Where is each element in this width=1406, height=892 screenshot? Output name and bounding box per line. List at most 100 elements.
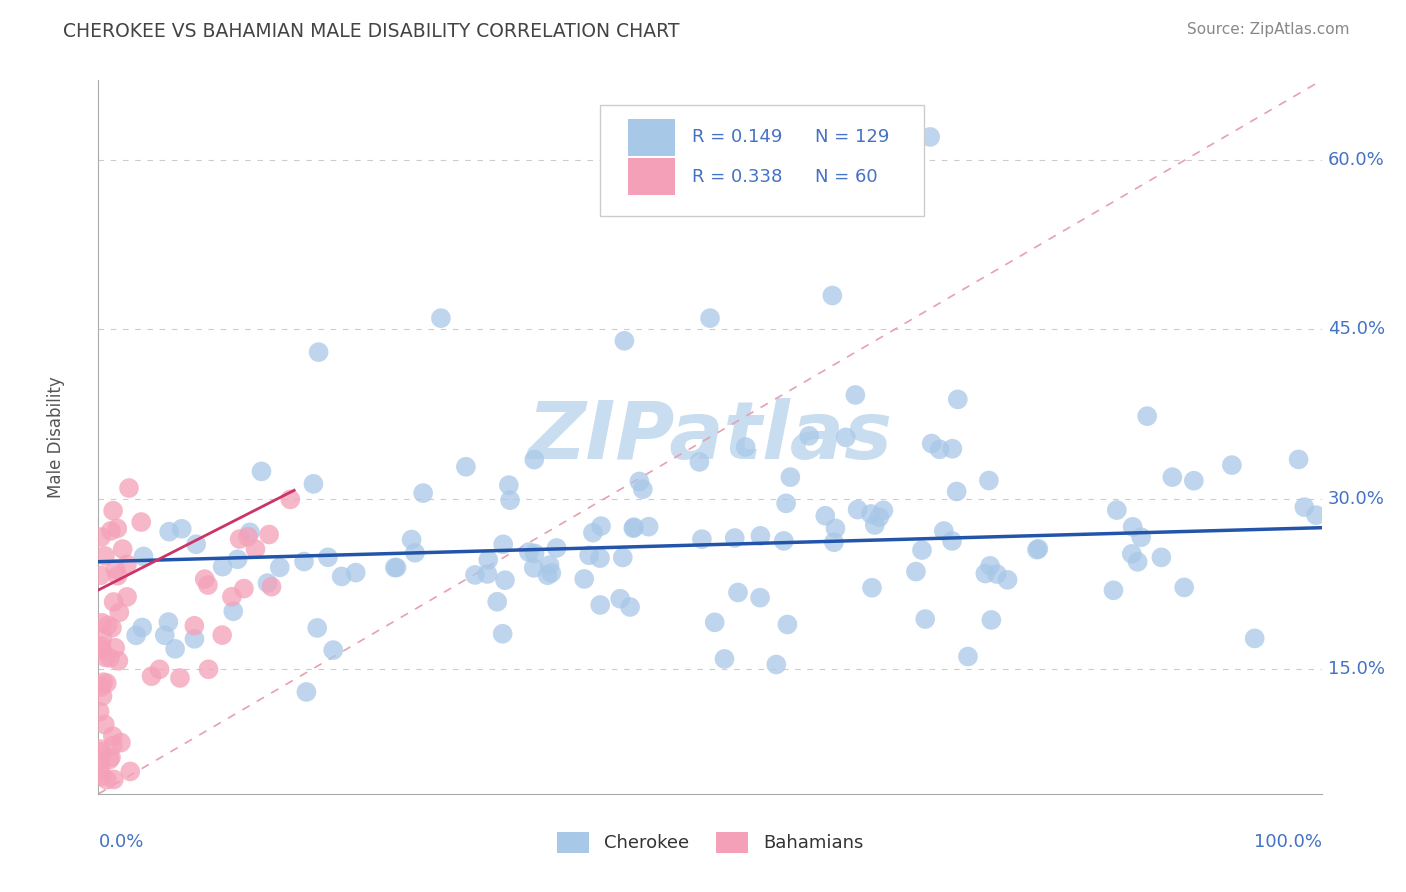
Point — [911, 543, 934, 558]
Point — [100, 524, 122, 538]
Point — [546, 541, 568, 555]
Point — [863, 518, 886, 533]
Point — [132, 549, 155, 564]
Point — [157, 524, 180, 539]
Point — [1150, 550, 1173, 565]
Point — [98, 651, 121, 665]
Point — [90, 680, 112, 694]
Point — [197, 662, 219, 676]
Bar — [628, 158, 675, 195]
Point — [96, 676, 118, 690]
Point — [974, 566, 997, 581]
Point — [977, 474, 1000, 488]
Point — [118, 481, 141, 495]
Point — [90, 742, 112, 756]
Point — [582, 525, 605, 540]
Point — [1102, 583, 1125, 598]
Point — [90, 642, 112, 657]
Point — [292, 555, 315, 569]
Point — [404, 546, 426, 560]
Text: CHEROKEE VS BAHAMIAN MALE DISABILITY CORRELATION CHART: CHEROKEE VS BAHAMIAN MALE DISABILITY COR… — [63, 22, 679, 41]
Point — [779, 470, 801, 484]
Point — [477, 566, 499, 581]
Point — [494, 573, 516, 587]
Text: Male Disability: Male Disability — [46, 376, 65, 498]
Point — [165, 641, 187, 656]
Point — [1121, 547, 1143, 561]
Point — [628, 475, 651, 489]
Point — [100, 750, 122, 764]
Point — [103, 595, 125, 609]
Point — [775, 496, 797, 510]
Point — [125, 628, 148, 642]
Point — [232, 582, 254, 596]
Point — [631, 482, 654, 496]
Point — [941, 442, 963, 456]
Point — [623, 520, 645, 534]
Point — [385, 560, 408, 574]
Point — [104, 640, 127, 655]
Point — [412, 486, 434, 500]
Point — [228, 532, 250, 546]
Point — [105, 521, 128, 535]
Point — [835, 430, 858, 444]
Point — [797, 429, 820, 443]
Point — [713, 652, 735, 666]
Point — [1161, 470, 1184, 484]
Point — [946, 392, 969, 407]
Point — [536, 568, 558, 582]
Point — [914, 612, 936, 626]
Point — [104, 562, 127, 576]
Point — [131, 620, 153, 634]
Point — [260, 580, 283, 594]
Point — [749, 591, 772, 605]
Point — [749, 529, 772, 543]
Text: N = 129: N = 129 — [815, 128, 890, 146]
Point — [322, 643, 344, 657]
Point — [454, 459, 477, 474]
Point — [1305, 508, 1327, 523]
Point — [980, 613, 1002, 627]
Point — [523, 561, 546, 575]
Point — [101, 621, 124, 635]
Point — [921, 436, 943, 450]
Point — [107, 568, 129, 582]
Point — [498, 478, 520, 492]
Point — [90, 530, 112, 544]
Point — [637, 519, 659, 533]
Point — [149, 662, 172, 676]
Point — [621, 521, 644, 535]
Point — [499, 493, 522, 508]
Point — [523, 546, 546, 560]
Point — [1136, 409, 1159, 424]
Point — [690, 532, 713, 546]
Point — [222, 604, 245, 618]
Text: 100.0%: 100.0% — [1254, 833, 1322, 851]
Text: R = 0.338: R = 0.338 — [692, 168, 782, 186]
Point — [727, 585, 749, 599]
Point — [860, 581, 883, 595]
Point — [94, 650, 117, 665]
Point — [765, 657, 787, 672]
Point — [464, 568, 486, 582]
Point — [956, 649, 979, 664]
Point — [1294, 500, 1316, 515]
Point — [153, 628, 176, 642]
Point — [734, 440, 756, 454]
Point — [776, 617, 799, 632]
Text: Source: ZipAtlas.com: Source: ZipAtlas.com — [1187, 22, 1350, 37]
Point — [141, 669, 163, 683]
Point — [344, 566, 367, 580]
Point — [612, 550, 634, 565]
Point — [578, 548, 600, 562]
Point — [90, 769, 112, 783]
Point — [846, 502, 869, 516]
Point — [1130, 530, 1153, 544]
Point — [699, 311, 721, 326]
Bar — [628, 119, 675, 156]
Point — [169, 671, 191, 685]
Point — [824, 521, 846, 535]
Point — [1026, 542, 1049, 557]
Point — [194, 572, 217, 586]
Point — [574, 572, 596, 586]
